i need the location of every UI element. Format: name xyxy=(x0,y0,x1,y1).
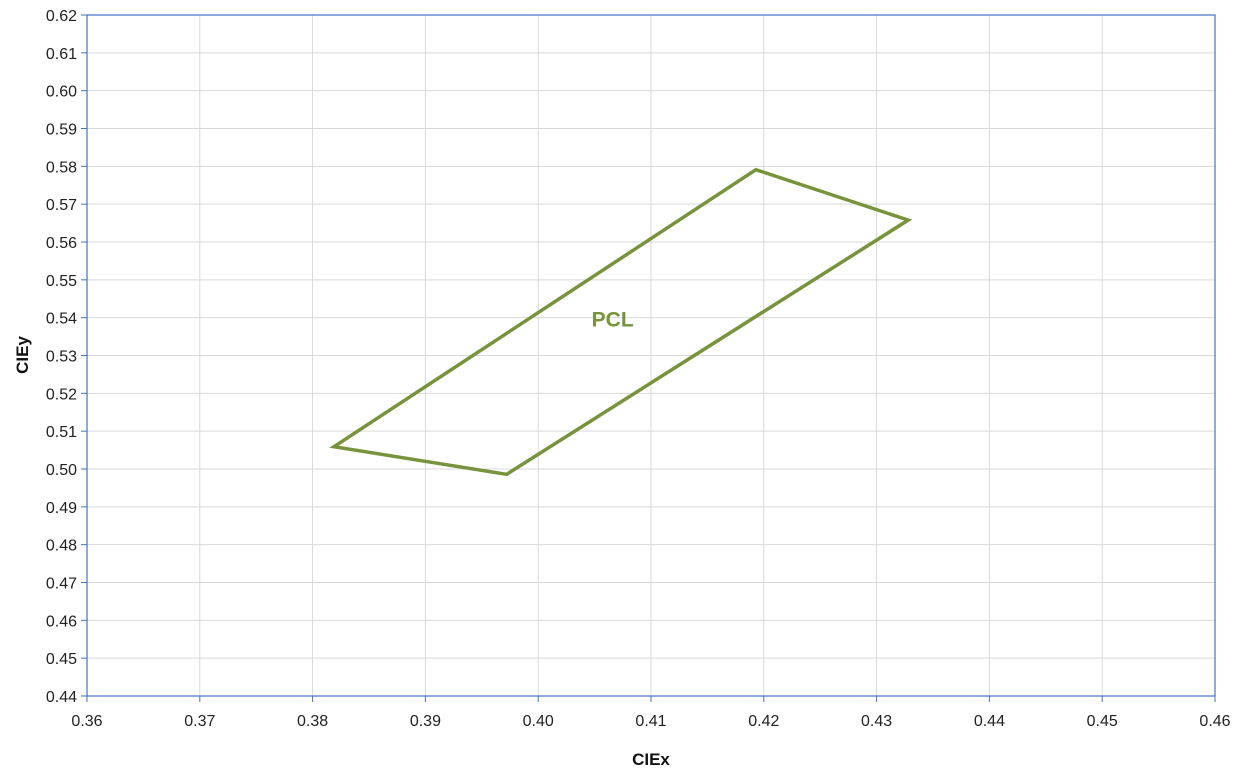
y-tick-label: 0.56 xyxy=(46,235,77,252)
y-tick-label: 0.47 xyxy=(46,576,77,593)
x-tick-label: 0.36 xyxy=(71,713,102,730)
y-tick-label: 0.62 xyxy=(46,8,77,25)
x-tick-label: 0.46 xyxy=(1199,713,1230,730)
x-tick-label: 0.44 xyxy=(974,713,1005,730)
y-tick-label: 0.60 xyxy=(46,84,77,101)
y-tick-label: 0.45 xyxy=(46,651,77,668)
y-tick-label: 0.48 xyxy=(46,538,77,555)
y-tick-label: 0.55 xyxy=(46,273,77,290)
tick-labels: 0.36 0.37 0.38 0.39 0.40 0.41 0.42 0.43 0.44 0.45… xyxy=(46,8,1231,730)
grid-layer xyxy=(87,15,1215,696)
y-tick-label: 0.49 xyxy=(46,500,77,517)
y-tick-label: 0.58 xyxy=(46,159,77,176)
x-axis-title: CIEx xyxy=(632,750,670,769)
y-tick-label: 0.61 xyxy=(46,46,77,63)
y-tick-label: 0.46 xyxy=(46,613,77,630)
y-tick-label: 0.51 xyxy=(46,424,77,441)
x-tick-label: 0.37 xyxy=(184,713,215,730)
y-tick-label: 0.44 xyxy=(46,689,77,706)
y-tick-label: 0.52 xyxy=(46,386,77,403)
annotation-layer: PCL xyxy=(592,309,634,332)
x-tick-label: 0.43 xyxy=(861,713,892,730)
x-tick-label: 0.39 xyxy=(410,713,441,730)
plot-frame xyxy=(86,14,1216,697)
series-layer xyxy=(329,167,913,477)
x-tick-label: 0.40 xyxy=(523,713,554,730)
y-axis-title: CIEy xyxy=(13,336,32,374)
y-tick-label: 0.54 xyxy=(46,311,77,328)
y-tick-label: 0.53 xyxy=(46,349,77,366)
y-tick-label: 0.57 xyxy=(46,197,77,214)
x-tick-label: 0.41 xyxy=(635,713,666,730)
y-tick-label: 0.59 xyxy=(46,122,77,139)
x-tick-label: 0.42 xyxy=(748,713,779,730)
region-label: PCL xyxy=(592,309,634,332)
y-tick-label: 0.50 xyxy=(46,462,77,479)
x-tick-label: 0.45 xyxy=(1087,713,1118,730)
x-tick-label: 0.38 xyxy=(297,713,328,730)
series-outline-pcl xyxy=(329,167,913,477)
axis-layer xyxy=(81,14,1216,702)
